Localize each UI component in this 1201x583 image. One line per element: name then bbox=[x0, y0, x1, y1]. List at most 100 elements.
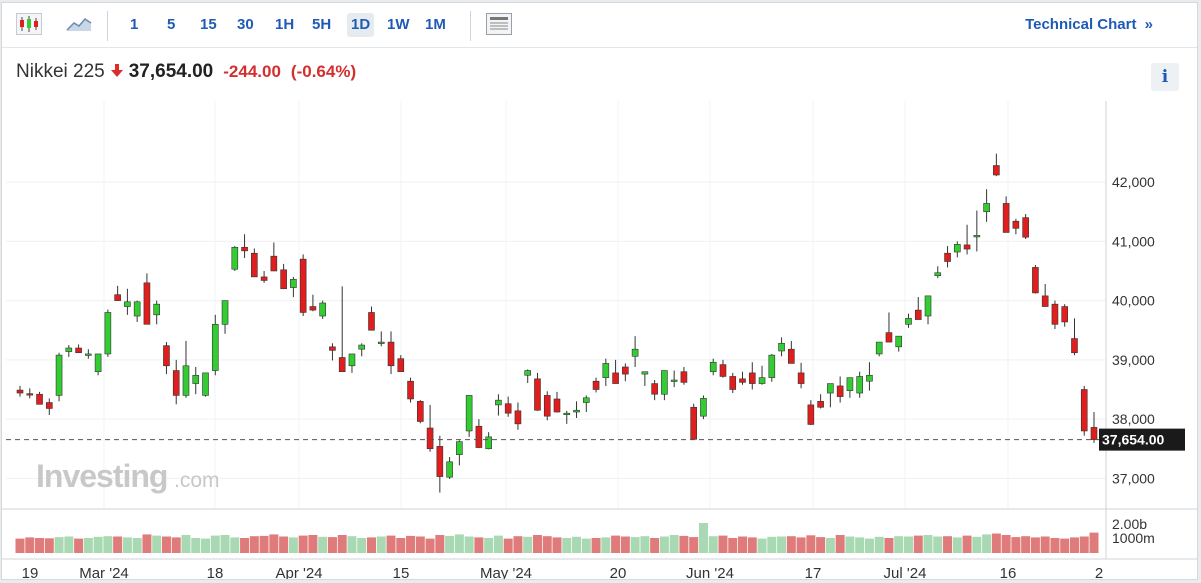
candle-body bbox=[651, 383, 658, 395]
candle-body bbox=[280, 269, 287, 290]
info-button[interactable]: i bbox=[1151, 63, 1179, 91]
volume-bar bbox=[757, 538, 767, 553]
volume-bar bbox=[1089, 532, 1099, 553]
volume-bar bbox=[972, 536, 982, 553]
candle-body bbox=[16, 389, 24, 394]
volume-bar bbox=[122, 537, 132, 553]
candle-body bbox=[231, 246, 239, 270]
candle-body bbox=[124, 301, 131, 307]
volume-bar bbox=[933, 536, 943, 553]
time-tick-label: May '24 bbox=[480, 565, 532, 579]
interval-1d[interactable]: 1D bbox=[347, 13, 375, 37]
candle-body bbox=[299, 258, 307, 313]
volume-bar bbox=[64, 536, 74, 553]
candle-body bbox=[153, 303, 160, 316]
volume-bar bbox=[142, 534, 152, 553]
candle-body bbox=[963, 244, 971, 250]
price-tick-label: 39,000 bbox=[1112, 352, 1155, 368]
interval-5h[interactable]: 5H bbox=[312, 16, 332, 33]
volume-bar bbox=[903, 536, 913, 553]
time-tick-label: 18 bbox=[207, 565, 224, 579]
interval-1m[interactable]: 1 bbox=[130, 16, 139, 33]
volume-bar bbox=[650, 538, 660, 553]
watermark-suffix: .com bbox=[174, 469, 220, 492]
candle-body bbox=[924, 295, 932, 317]
interval-15m[interactable]: 15 bbox=[200, 16, 217, 33]
volume-bar bbox=[161, 536, 171, 553]
volume-bar bbox=[562, 538, 572, 553]
candle-body bbox=[1002, 203, 1010, 233]
candle-body bbox=[407, 380, 414, 400]
volume-bar bbox=[181, 535, 191, 553]
volume-bar bbox=[630, 537, 640, 553]
technical-chart-link[interactable]: Technical Chart » bbox=[1025, 16, 1153, 33]
candle-body bbox=[631, 348, 639, 357]
candle-body bbox=[192, 374, 200, 384]
time-tick-label: 2 bbox=[1095, 565, 1103, 579]
candle-body bbox=[251, 252, 258, 278]
candle-body bbox=[104, 312, 112, 355]
volume-bar bbox=[152, 535, 162, 553]
volume-bar bbox=[1050, 538, 1060, 553]
volume-bar bbox=[513, 536, 523, 553]
interval-30m[interactable]: 30 bbox=[237, 16, 254, 33]
volume-bar bbox=[445, 535, 455, 553]
chart-toolbar: 1 5 15 30 1H 5H 1D 1W 1M Technical Chart… bbox=[2, 3, 1197, 48]
area-chart-type-icon[interactable] bbox=[64, 11, 94, 37]
volume-bar bbox=[962, 535, 972, 553]
volume-bar bbox=[376, 536, 386, 553]
candle-body bbox=[495, 399, 502, 406]
interval-5m[interactable]: 5 bbox=[167, 16, 176, 33]
candlestick-type-icon[interactable] bbox=[14, 11, 44, 37]
volume-bar bbox=[132, 538, 142, 553]
volume-bar bbox=[435, 535, 445, 553]
volume-bar bbox=[884, 538, 894, 553]
down-arrow-icon bbox=[110, 63, 123, 81]
volume-bar bbox=[777, 536, 787, 553]
volume-bar bbox=[366, 537, 376, 553]
candle-body bbox=[954, 244, 961, 253]
interval-1h[interactable]: 1H bbox=[275, 16, 295, 33]
candle-body bbox=[456, 441, 463, 455]
volume-tick-label: 2.00b bbox=[1112, 516, 1147, 532]
candle-body bbox=[836, 385, 844, 397]
time-tick-label: 17 bbox=[805, 565, 822, 579]
volume-bar bbox=[542, 536, 552, 553]
quote-header: Nikkei 225 37,654.00 -244.00 (-0.64%) bbox=[16, 61, 356, 83]
volume-bar bbox=[1011, 537, 1021, 553]
time-tick-label: Apr '24 bbox=[275, 565, 322, 579]
volume-bar bbox=[210, 535, 220, 553]
candle-body bbox=[358, 344, 366, 350]
volume-bar bbox=[347, 536, 357, 553]
candle-body bbox=[368, 312, 375, 331]
volume-bar bbox=[786, 536, 796, 553]
volume-bar bbox=[308, 535, 318, 553]
candle-body bbox=[719, 364, 727, 377]
toolbar-divider bbox=[107, 11, 108, 41]
volume-bar bbox=[816, 537, 826, 553]
candle-body bbox=[211, 324, 219, 371]
volume-bar bbox=[982, 534, 992, 553]
candlestick-chart: Investing .com 42,000 41,000 40,000 39,000 3… bbox=[2, 101, 1197, 579]
candle-body bbox=[680, 371, 688, 383]
volume-bar bbox=[396, 538, 406, 553]
volume-bar bbox=[640, 536, 650, 553]
table-view-icon[interactable] bbox=[484, 11, 514, 37]
interval-1w[interactable]: 1W bbox=[387, 16, 410, 33]
interval-1mo[interactable]: 1M bbox=[425, 16, 446, 33]
volume-bar bbox=[669, 535, 679, 553]
time-tick-label: Jul '24 bbox=[884, 565, 927, 579]
candle-body bbox=[661, 370, 668, 395]
candle-body bbox=[1080, 389, 1088, 432]
technical-chart-label: Technical Chart bbox=[1025, 16, 1137, 33]
candle-body bbox=[739, 378, 746, 383]
volume-bar bbox=[220, 535, 230, 553]
toolbar-divider bbox=[470, 11, 471, 41]
volume-bar bbox=[474, 537, 484, 553]
candle-body bbox=[934, 272, 942, 277]
volume-bar bbox=[44, 538, 54, 553]
candle-body bbox=[1012, 220, 1020, 229]
volume-bar bbox=[572, 536, 582, 553]
volume-bar bbox=[718, 535, 728, 553]
